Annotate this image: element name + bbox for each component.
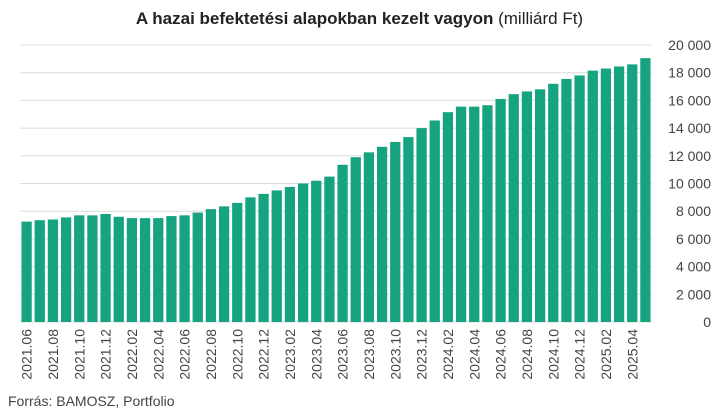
bar <box>469 106 480 322</box>
y-tick-label: 18 000 <box>668 65 711 81</box>
bar <box>324 176 335 322</box>
x-tick-label: 2022.08 <box>203 329 219 380</box>
bar <box>376 146 388 322</box>
bar <box>613 66 625 322</box>
y-tick-label: 12 000 <box>668 148 711 164</box>
bar <box>192 212 203 322</box>
bar <box>640 58 651 322</box>
bar <box>416 128 427 322</box>
x-tick-label: 2025.04 <box>624 329 640 380</box>
x-tick-label: 2021.06 <box>19 329 35 380</box>
x-tick-label: 2021.08 <box>45 329 61 380</box>
bar <box>21 221 32 322</box>
x-tick-label: 2024.02 <box>440 329 456 380</box>
bar <box>574 75 585 322</box>
bar <box>113 216 124 322</box>
x-tick-label: 2023.06 <box>335 329 351 380</box>
bar <box>205 209 217 322</box>
x-tick-label: 2023.12 <box>414 329 430 380</box>
source-note: Forrás: BAMOSZ, Portfolio <box>8 393 175 409</box>
x-tick-label: 2022.06 <box>177 329 193 380</box>
bar-chart: 0 2 000 4 000 6 000 8 000 10 000 12 000 14 000 1… <box>19 37 712 380</box>
bar <box>100 213 111 322</box>
bar <box>232 202 243 322</box>
bar <box>311 180 322 322</box>
x-tick-label: 2024.10 <box>545 329 561 380</box>
bar <box>74 215 85 322</box>
x-tick-label: 2024.12 <box>572 329 588 380</box>
x-tick-label: 2023.08 <box>361 329 377 380</box>
bar <box>245 197 256 322</box>
y-tick-label: 16 000 <box>668 92 711 108</box>
y-tick-label: 6 000 <box>676 231 711 247</box>
bar <box>587 70 598 323</box>
x-tick-label: 2021.10 <box>71 329 87 380</box>
bar <box>297 183 309 322</box>
bar <box>600 68 612 322</box>
bar <box>561 78 572 323</box>
y-tick-label: 4 000 <box>676 259 711 275</box>
bar <box>166 216 177 322</box>
bar <box>284 186 296 322</box>
bar <box>47 219 59 322</box>
y-tick-label: 8 000 <box>676 203 711 219</box>
bar <box>258 193 269 322</box>
bar <box>271 190 282 322</box>
y-tick-label: 20 000 <box>668 37 711 53</box>
bar <box>442 112 454 322</box>
x-tick-label: 2023.10 <box>387 329 403 380</box>
x-tick-label: 2022.12 <box>256 329 272 380</box>
bar <box>337 164 348 322</box>
bar <box>179 215 190 322</box>
x-tick-label: 2024.06 <box>493 329 509 380</box>
y-tick-label: 14 000 <box>668 120 711 136</box>
y-tick-label: 2 000 <box>676 286 711 302</box>
bar <box>403 137 414 322</box>
bar <box>482 105 493 322</box>
bar <box>627 64 638 322</box>
bar <box>521 91 533 323</box>
x-tick-label: 2022.04 <box>150 329 166 380</box>
y-tick-label: 0 <box>703 314 711 330</box>
bars <box>21 58 651 323</box>
x-tick-label: 2023.04 <box>308 329 324 380</box>
chart-title-main: A hazai befektetési alapokban kezelt vag… <box>135 9 494 28</box>
x-tick-label: 2021.12 <box>98 329 114 380</box>
bar <box>126 218 138 323</box>
bar <box>363 152 375 322</box>
y-axis-labels: 0 2 000 4 000 6 000 8 000 10 000 12 000 14 000 1… <box>668 37 711 330</box>
bar <box>153 218 164 323</box>
bar <box>508 94 519 322</box>
chart-title: A hazai befektetési alapokban kezelt vag… <box>0 9 719 29</box>
x-tick-label: 2023.02 <box>282 329 298 380</box>
x-tick-label: 2022.10 <box>229 329 245 380</box>
bar <box>139 218 151 323</box>
x-tick-label: 2024.08 <box>519 329 535 380</box>
x-axis-labels: 2021.06 2021.08 2021.10 2021.12 2022.02 2022.… <box>19 329 641 380</box>
chart-title-unit: (milliárd Ft) <box>498 9 584 28</box>
bar <box>390 141 401 322</box>
bar <box>429 120 440 322</box>
x-tick-label: 2025.02 <box>598 329 614 380</box>
gridlines <box>20 44 652 323</box>
x-tick-label: 2024.04 <box>466 329 482 380</box>
bar <box>60 217 72 322</box>
bar <box>548 83 559 322</box>
bar <box>350 157 361 322</box>
bar <box>218 206 230 322</box>
x-tick-label: 2022.02 <box>124 329 140 380</box>
bar <box>87 215 98 322</box>
bar <box>455 106 467 322</box>
y-tick-label: 10 000 <box>668 176 711 192</box>
bar <box>495 99 506 322</box>
bar <box>34 220 45 322</box>
bar <box>534 89 546 322</box>
